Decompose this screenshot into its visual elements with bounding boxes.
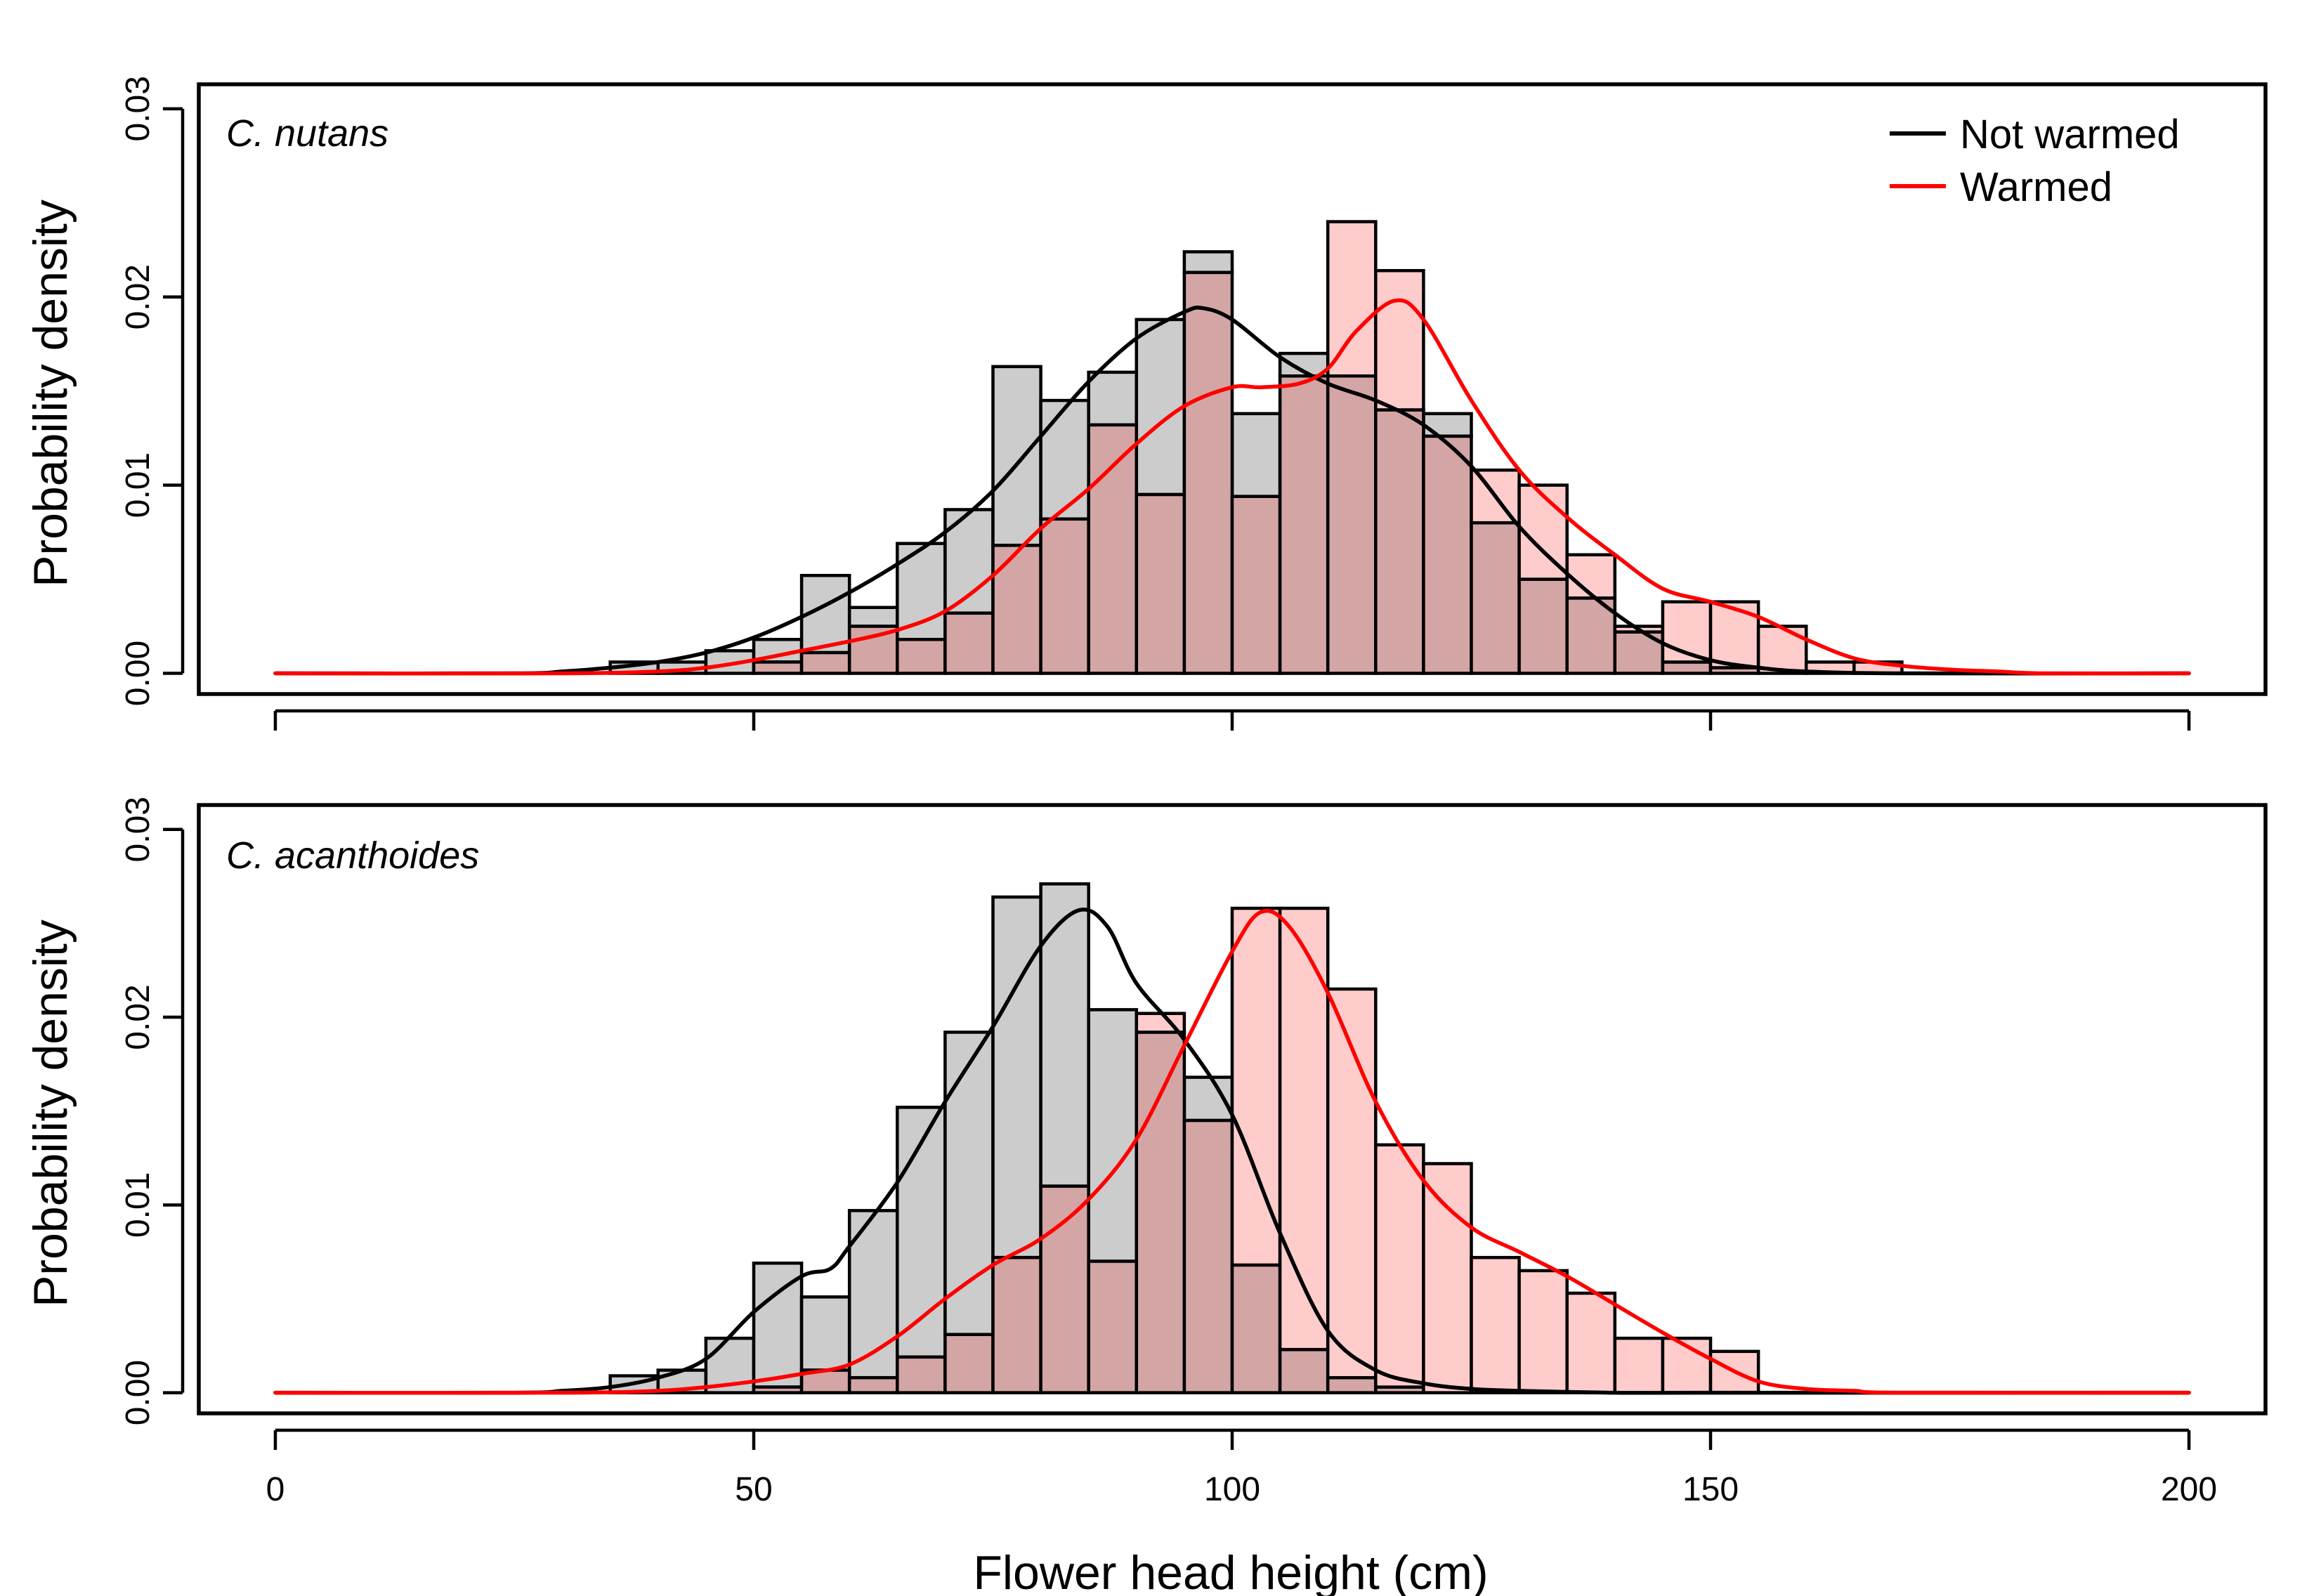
legend-label-warmed: Warmed — [1960, 164, 2112, 210]
overlap-bar — [1182, 270, 1234, 675]
warmed-density-curve — [273, 908, 2191, 1395]
overlap-bar — [752, 1385, 804, 1394]
warmed-bar — [1565, 553, 1617, 600]
warmed-bar — [1708, 600, 1760, 669]
not-warmed-bar — [1039, 882, 1090, 1188]
overlap-bar — [991, 1255, 1042, 1394]
overlap-bar — [1135, 1031, 1186, 1394]
overlap-bar — [943, 611, 995, 675]
warmed-bar — [1565, 1291, 1617, 1394]
x-tick-label: 50 — [735, 1471, 772, 1508]
overlap-bar — [1182, 1118, 1234, 1394]
warmed-bar — [1517, 483, 1569, 581]
overlap-bar — [1517, 577, 1569, 675]
overlap-bar — [1087, 423, 1139, 675]
density-curves — [273, 907, 2191, 1395]
overlap-bar — [1039, 1184, 1090, 1394]
overlap-bar — [1278, 374, 1330, 675]
plot-frame — [197, 803, 2268, 1415]
warmed-bar — [1374, 1143, 1425, 1389]
overlap-bar — [1230, 495, 1282, 675]
not-warmed-density-curve — [273, 306, 2191, 676]
x-axis: 0 50 100 150 200 — [266, 1428, 2217, 1508]
overlap-bar — [1230, 1263, 1282, 1394]
overlap-bar — [1039, 517, 1090, 675]
legend: Not warmed Warmed — [1890, 112, 2180, 210]
y-tick-label: 0.03 — [119, 797, 157, 862]
not-warmed-bar — [896, 1106, 947, 1359]
overlap-bar — [752, 660, 804, 675]
overlap-bar — [1326, 1375, 1378, 1394]
panel-title: C. acanthoides — [226, 835, 479, 877]
warmed-bar — [1278, 906, 1330, 1352]
overlap-bar — [1278, 1347, 1330, 1394]
overlap-bar — [799, 650, 851, 675]
y-tick-label: 0.03 — [119, 76, 157, 141]
y-tick-label: 0.01 — [119, 452, 157, 518]
warmed-bar — [1756, 624, 1808, 675]
density-curves — [273, 298, 2191, 676]
not-warmed-bar — [1087, 1008, 1139, 1263]
overlap-bar — [896, 638, 947, 675]
warmed-bars — [752, 220, 1904, 675]
overlap-bar — [943, 1333, 995, 1394]
y-tick-label: 0.02 — [119, 264, 157, 329]
not-warmed-bar — [1182, 250, 1234, 275]
not-warmed-density-curve — [273, 907, 2191, 1395]
y-axis-title: Probability density — [24, 920, 77, 1307]
y-axis: 0.00 0.01 0.02 0.03 — [119, 797, 185, 1425]
plot-frame — [197, 82, 2268, 696]
y-axis: 0.00 0.01 0.02 0.03 — [119, 76, 185, 706]
warmed-density-curve — [273, 298, 2191, 676]
y-tick-label: 0.02 — [119, 984, 157, 1049]
overlap-bar — [1422, 434, 1473, 675]
not-warmed-bar — [1422, 412, 1473, 438]
warmed-bar — [1613, 1336, 1665, 1394]
overlap-bar — [1661, 660, 1713, 675]
warmed-bar — [1470, 1255, 1521, 1394]
warmed-bar — [1422, 1162, 1473, 1394]
not-warmed-bar — [1135, 318, 1186, 497]
not-warmed-bar — [1230, 412, 1282, 498]
overlap-bar — [1470, 521, 1521, 675]
not-warmed-bar — [847, 606, 899, 628]
legend-label-not-warmed: Not warmed — [1960, 112, 2180, 157]
not-warmed-bar — [1039, 398, 1090, 521]
overlap-bar — [847, 1375, 899, 1394]
overlap-bar — [896, 1355, 947, 1394]
y-tick-label: 0.00 — [119, 641, 157, 706]
y-axis-title: Probability density — [24, 200, 77, 587]
overlap-bar — [991, 544, 1042, 675]
panel-c-nutans: 0.00 0.01 0.02 0.03 Probability density C. … — [24, 76, 2268, 731]
not-warmed-bar — [799, 1295, 851, 1372]
x-tick-label: 150 — [1682, 1471, 1739, 1508]
warmed-bar — [1374, 268, 1425, 412]
x-axis-title: Flower head height (cm) — [973, 1546, 1488, 1596]
not-warmed-bar — [943, 1031, 995, 1336]
warmed-bar — [1326, 220, 1378, 378]
not-warmed-bar — [991, 365, 1042, 547]
overlap-bar — [1326, 374, 1378, 675]
y-tick-label: 0.00 — [119, 1360, 157, 1425]
panel-c-acanthoides: 0.00 0.01 0.02 0.03 Probability density C. … — [24, 797, 2268, 1508]
overlap-bar — [1135, 492, 1186, 675]
x-tick-label: 100 — [1204, 1471, 1260, 1508]
overlap-bar — [1374, 408, 1425, 675]
not-warmed-bar — [991, 895, 1042, 1260]
not-warmed-bar — [1087, 370, 1139, 427]
panel-title: C. nutans — [226, 112, 388, 155]
x-tick-label: 200 — [2161, 1471, 2217, 1508]
overlap-bar — [1087, 1260, 1139, 1394]
x-tick-label: 0 — [266, 1471, 285, 1508]
warmed-bar — [1517, 1269, 1569, 1394]
x-axis-ticks-top — [273, 709, 2191, 731]
y-tick-label: 0.01 — [119, 1172, 157, 1238]
